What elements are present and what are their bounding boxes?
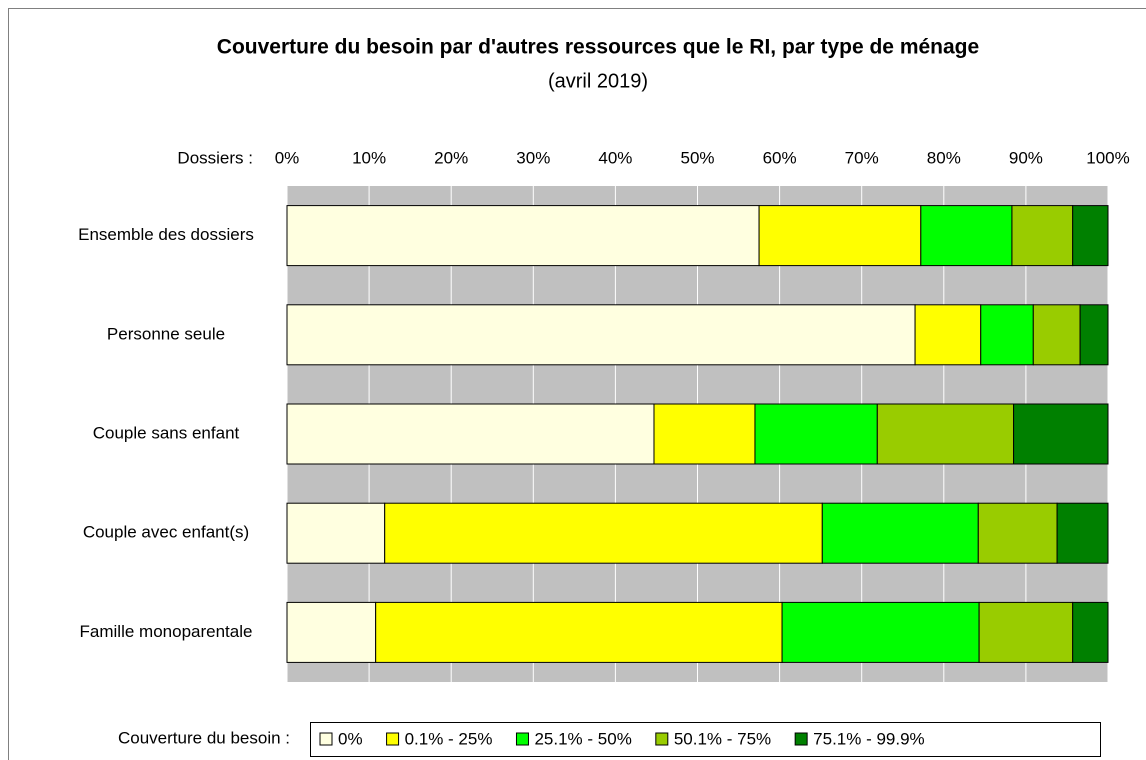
x-tick-label: 80% [927,148,961,167]
bar-segment [821,502,979,564]
bar-segment [758,205,922,267]
legend-swatch [386,732,400,746]
legend-label: 0.1% - 25% [405,729,493,748]
chart-subtitle: (avril 2019) [548,70,648,92]
bar-segment [384,502,823,564]
x-tick-label: 20% [434,148,468,167]
x-tick-label: 70% [845,148,879,167]
x-tick-label: 90% [1009,148,1043,167]
bar-segment [1032,304,1081,366]
bar-segment [920,205,1013,267]
x-tick-label: 0% [275,148,300,167]
x-axis-label: Dossiers : [177,148,253,167]
x-tick-label: 10% [352,148,386,167]
bar-segment [286,403,655,465]
bar-segment [286,205,760,267]
bar-segment [1013,403,1109,465]
bar-segment [1011,205,1074,267]
legend-swatch [515,732,529,746]
bar-segment [1072,205,1109,267]
y-tick-label: Couple sans enfant [93,423,240,442]
bar-segment [914,304,982,366]
bar-segment [781,601,980,663]
y-tick-label: Ensemble des dossiers [78,225,254,244]
bar-segment [653,403,756,465]
bar-segment [754,403,878,465]
legend-label: 25.1% - 50% [534,729,631,748]
bar-segment [980,304,1034,366]
bar-segment [1079,304,1109,366]
bar-segment [978,601,1074,663]
chart-title: Couverture du besoin par d'autres ressou… [217,36,979,59]
bar-segment [286,601,377,663]
x-tick-label: 30% [516,148,550,167]
bar-segment [876,403,1015,465]
y-tick-label: Personne seule [107,324,225,343]
bar-segment [286,502,386,564]
legend-box [310,722,1101,757]
x-tick-label: 40% [598,148,632,167]
legend-swatch [794,732,808,746]
bar-segment [286,304,916,366]
x-tick-label: 100% [1086,148,1129,167]
x-tick-label: 50% [680,148,714,167]
bar-segment [1072,601,1109,663]
legend-swatch [655,732,669,746]
bar-segment [977,502,1058,564]
x-tick-label: 60% [763,148,797,167]
bar-segment [375,601,783,663]
legend-label: 50.1% - 75% [674,729,771,748]
legend-title: Couverture du besoin : [118,728,290,747]
legend-label: 0% [338,729,363,748]
legend-label: 75.1% - 99.9% [813,729,925,748]
legend-swatch [319,732,333,746]
bar-segment [1056,502,1109,564]
y-tick-label: Famille monoparentale [80,622,253,641]
y-tick-label: Couple avec enfant(s) [83,523,249,542]
